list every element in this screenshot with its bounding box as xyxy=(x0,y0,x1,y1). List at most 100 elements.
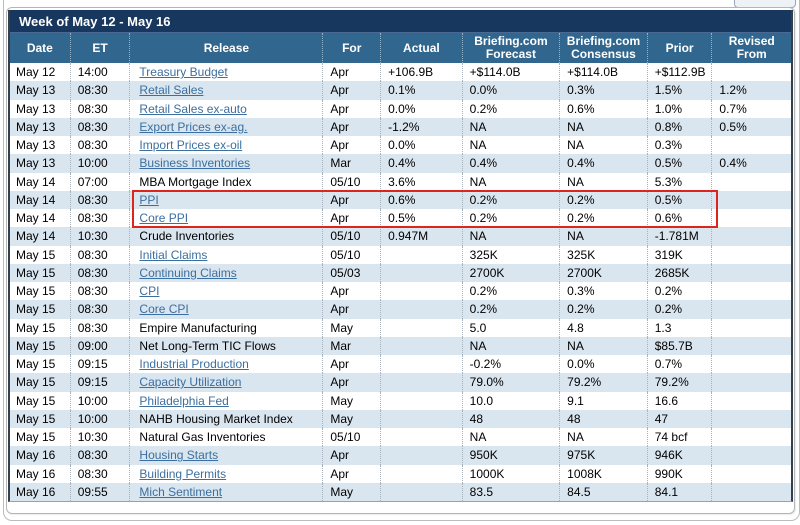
cell-for: 05/10 xyxy=(322,172,380,191)
cell-release: PPI xyxy=(129,190,322,209)
release-link[interactable]: Export Prices ex-ag. xyxy=(139,119,248,134)
week-title-bar: Week of May 12 - May 16 xyxy=(10,10,791,33)
cell-consensus: 0.0% xyxy=(559,355,647,374)
release-link[interactable]: Retail Sales ex-auto xyxy=(139,101,247,116)
cell-prior: 0.3% xyxy=(646,136,712,155)
table-row: May 15 09:15 Capacity Utilization Apr 79.0% 7… xyxy=(10,373,791,392)
cell-revised xyxy=(711,409,791,428)
release-link[interactable]: Philadelphia Fed xyxy=(139,393,229,408)
release-link[interactable]: CPI xyxy=(139,284,160,299)
cell-for: Apr xyxy=(322,464,380,483)
release-link[interactable]: Core CPI xyxy=(139,302,189,317)
cell-actual xyxy=(380,282,462,301)
release-link[interactable]: Building Permits xyxy=(139,466,227,481)
cell-prior: $85.7B xyxy=(646,336,712,355)
table-row: May 13 08:30 Retail Sales ex-auto Apr 0.0% 0.… xyxy=(10,99,791,118)
cell-forecast: 0.2% xyxy=(461,300,560,319)
cell-release: Capacity Utilization xyxy=(129,373,322,392)
cell-prior: 990K xyxy=(646,464,712,483)
release-link[interactable]: Retail Sales xyxy=(139,83,204,98)
table-row: May 15 08:30 Core CPI Apr 0.2% 0.2% 0.2% xyxy=(10,300,791,319)
cell-date: May 13 xyxy=(16,83,56,98)
cell-forecast: NA xyxy=(461,136,560,155)
cell-date: May 15 xyxy=(16,247,56,262)
release-link[interactable]: Core PPI xyxy=(139,211,189,226)
release-link[interactable]: Capacity Utilization xyxy=(139,375,242,390)
cell-prior: 5.3% xyxy=(646,172,712,191)
cell-prior: 1.3 xyxy=(646,318,712,337)
cell-et: 07:00 xyxy=(69,172,130,191)
cell-et: 10:30 xyxy=(69,227,130,246)
cell-forecast: 48 xyxy=(461,409,560,428)
table-row: May 16 08:30 Housing Starts Apr 950K 975K 946K xyxy=(10,446,791,465)
cell-prior: 16.6 xyxy=(646,391,712,410)
cell-release: Import Prices ex-oil xyxy=(129,136,322,155)
cell-actual: 0.947M xyxy=(380,227,462,246)
cell-actual: +106.9B xyxy=(380,63,462,82)
table-row: May 14 10:30 Crude Inventories 05/10 0.947M N… xyxy=(10,227,791,246)
cell-for: 05/10 xyxy=(322,428,380,447)
cell-revised xyxy=(711,446,791,465)
cell-revised xyxy=(711,282,791,301)
cell-revised xyxy=(711,172,791,191)
cell-date: May 15 xyxy=(16,357,56,372)
cell-consensus: 84.5 xyxy=(559,482,647,501)
column-header-consensus: Briefing.com Consensus xyxy=(559,33,647,63)
cell-revised xyxy=(711,300,791,319)
cell-actual xyxy=(380,318,462,337)
cell-actual xyxy=(380,391,462,410)
cell-actual xyxy=(380,300,462,319)
cell-prior: 0.7% xyxy=(646,355,712,374)
week-title: Week of May 12 - May 16 xyxy=(19,13,171,29)
release-link[interactable]: Business Inventories xyxy=(139,156,251,171)
release-link[interactable]: Treasury Budget xyxy=(139,65,228,80)
cell-revised xyxy=(711,245,791,264)
table-row: May 15 09:15 Industrial Production Apr -0.2%… xyxy=(10,355,791,374)
cell-date: May 15 xyxy=(16,430,56,445)
table-row: May 15 10:30 Natural Gas Inventories 05/10 N… xyxy=(10,428,791,447)
cell-et: 08:30 xyxy=(69,318,130,337)
cell-actual xyxy=(380,446,462,465)
table-row: May 15 08:30 CPI Apr 0.2% 0.3% 0.2% xyxy=(10,282,791,301)
cell-release: Treasury Budget xyxy=(129,63,322,82)
cell-actual xyxy=(380,245,462,264)
cell-forecast: 2700K xyxy=(461,263,560,282)
cell-actual xyxy=(380,409,462,428)
column-header-actual: Actual xyxy=(380,33,462,63)
cell-date: May 15 xyxy=(16,338,56,353)
economic-calendar-table: Week of May 12 - May 16 Date ET Release For… xyxy=(8,10,793,502)
release-link[interactable]: Industrial Production xyxy=(139,357,249,372)
cell-date: May 14 xyxy=(16,211,56,226)
cell-release: Retail Sales xyxy=(129,81,322,100)
cell-prior: 47 xyxy=(646,409,712,428)
table-row: May 15 09:00 Net Long-Term TIC Flows Mar NA N… xyxy=(10,336,791,355)
cell-for: 05/10 xyxy=(322,227,380,246)
cell-consensus: +$114.0B xyxy=(559,63,647,82)
release-link[interactable]: Continuing Claims xyxy=(139,265,237,280)
cell-revised xyxy=(711,428,791,447)
cell-actual xyxy=(380,482,462,501)
release-link[interactable]: Housing Starts xyxy=(139,448,219,463)
cell-et: 08:30 xyxy=(69,245,130,264)
release-link[interactable]: Import Prices ex-oil xyxy=(139,138,243,153)
cell-forecast: 0.4% xyxy=(461,154,560,173)
cell-prior: 0.5% xyxy=(646,154,712,173)
release-link[interactable]: PPI xyxy=(139,192,159,207)
cell-consensus: 4.8 xyxy=(559,318,647,337)
table-row: May 15 08:30 Initial Claims 05/10 325K 325K 31… xyxy=(10,245,791,264)
cell-for: Apr xyxy=(322,355,380,374)
cell-prior: 79.2% xyxy=(646,373,712,392)
cell-prior: -1.781M xyxy=(646,227,712,246)
cell-release: Natural Gas Inventories xyxy=(129,428,322,447)
release-link[interactable]: Initial Claims xyxy=(139,247,208,262)
cell-for: May xyxy=(322,391,380,410)
cell-actual xyxy=(380,373,462,392)
cell-forecast: NA xyxy=(461,227,560,246)
cell-et: 08:30 xyxy=(69,190,130,209)
cell-revised: 0.5% xyxy=(711,117,791,136)
cell-release: Net Long-Term TIC Flows xyxy=(129,336,322,355)
release-link[interactable]: Mich Sentiment xyxy=(139,484,223,499)
cell-prior: +$112.9B xyxy=(646,63,712,82)
cell-for: Apr xyxy=(322,300,380,319)
cell-et: 08:30 xyxy=(69,282,130,301)
